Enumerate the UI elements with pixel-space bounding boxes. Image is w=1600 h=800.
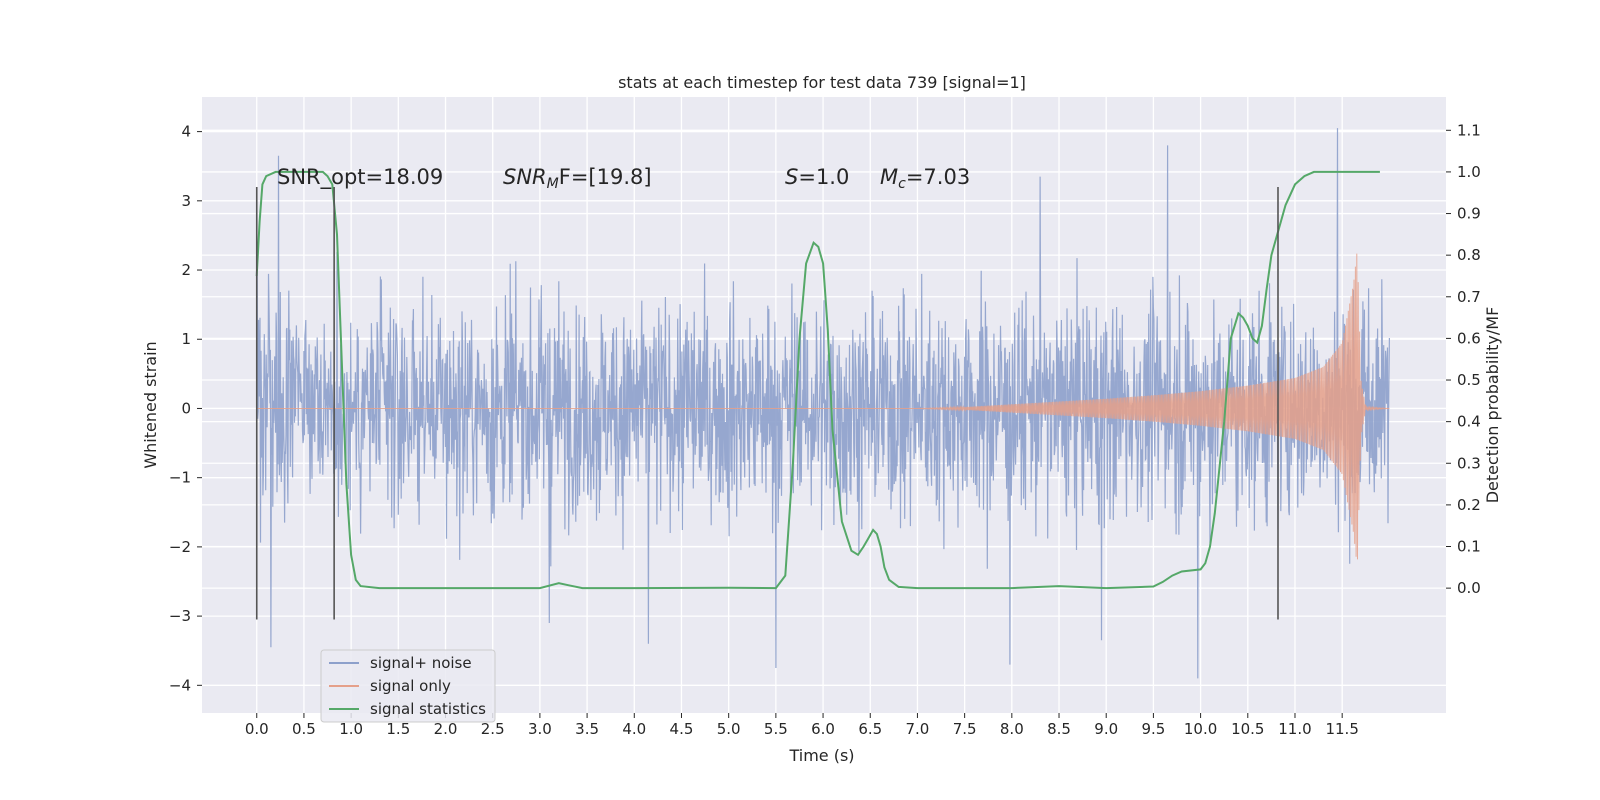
right-y-tick-label: 1.1 xyxy=(1457,121,1481,139)
y-tick-label: 4 xyxy=(181,123,191,141)
y-tick-label: −2 xyxy=(169,538,191,556)
signal-statistics-series xyxy=(255,170,1380,590)
x-tick-label: 2.0 xyxy=(434,720,458,738)
x-tick-label: 1.0 xyxy=(339,720,363,738)
x-tick-label: 0.0 xyxy=(245,720,269,738)
legend-label-signal: signal only xyxy=(370,677,451,695)
vertical-markers xyxy=(255,186,1279,620)
right-y-tick-label: 0.9 xyxy=(1457,205,1481,223)
right-y-tick-label: 0.2 xyxy=(1457,496,1481,514)
annotation-s-italic: S xyxy=(785,165,798,189)
y-tick-label: 0 xyxy=(181,399,191,417)
x-tick-label: 4.0 xyxy=(622,720,646,738)
y-tick-label: −1 xyxy=(169,469,191,487)
legend-label-statistics: signal statistics xyxy=(370,700,486,718)
x-tick-label: 6.0 xyxy=(811,720,835,738)
y-tick-label: −4 xyxy=(169,676,191,694)
y-tick-label: 3 xyxy=(181,192,191,210)
annotation-snr-mf: SNRMF=[19.8] xyxy=(503,165,652,192)
right-y-tick-label: 0.5 xyxy=(1457,371,1481,389)
legend-box xyxy=(320,649,496,723)
right-y-tick-label: 0.0 xyxy=(1457,579,1481,597)
x-tick-label: 8.5 xyxy=(1047,720,1071,738)
x-tick-label: 9.0 xyxy=(1094,720,1118,738)
right-y-axis-ticks: 0.0 0.1 0.2 0.3 0.4 0.5 0.6 0.7 0.8 0.9 1.0 1.1 xyxy=(1446,121,1481,597)
x-tick-label: 5.0 xyxy=(717,720,741,738)
x-axis-label: Time (s) xyxy=(788,746,854,765)
right-y-tick-label: 0.7 xyxy=(1457,288,1481,306)
x-tick-label: 3.5 xyxy=(575,720,599,738)
x-tick-label: 11.0 xyxy=(1278,720,1311,738)
right-y-tick-label: 0.3 xyxy=(1457,454,1481,472)
annotation-mc: Mc=7.03 xyxy=(880,165,970,192)
annotation-mc-value: =7.03 xyxy=(906,165,970,189)
legend: signal+ noise signal only signal statist… xyxy=(320,649,496,723)
x-tick-label: 10.0 xyxy=(1184,720,1217,738)
annotation-snr-mf-rest: F=[19.8] xyxy=(559,165,652,189)
x-tick-label: 8.0 xyxy=(1000,720,1024,738)
annotation-snr-opt: SNR_opt=18.09 xyxy=(277,165,443,190)
annotations: SNR_opt=18.09 SNRMF=[19.8] S=1.0 Mc=7.03 xyxy=(277,165,970,192)
noise-series xyxy=(256,128,1390,679)
x-tick-label: 9.5 xyxy=(1141,720,1165,738)
y-axis-ticks: −4 −3 −2 −1 0 1 2 3 4 xyxy=(169,123,202,694)
legend-label-noise: signal+ noise xyxy=(370,654,472,672)
right-y-tick-label: 0.6 xyxy=(1457,329,1481,347)
annotation-mc-italic: M xyxy=(880,165,898,189)
x-tick-label: 7.5 xyxy=(953,720,977,738)
annotation-mc-sub: c xyxy=(898,176,906,192)
annotation-s: S=1.0 xyxy=(785,165,849,189)
x-tick-label: 1.5 xyxy=(386,720,410,738)
right-y-tick-label: 0.1 xyxy=(1457,538,1481,556)
x-tick-label: 0.5 xyxy=(292,720,316,738)
right-y-tick-label: 0.8 xyxy=(1457,246,1481,264)
right-y-tick-label: 0.4 xyxy=(1457,413,1481,431)
annotation-snr-mf-sub: M xyxy=(547,176,559,192)
signal-only-series xyxy=(256,253,1390,560)
x-tick-label: 3.0 xyxy=(528,720,552,738)
x-tick-label: 11.5 xyxy=(1325,720,1358,738)
right-y-axis-label: Detection probability/MF xyxy=(1483,307,1502,504)
signal-only-trace xyxy=(256,253,1390,560)
annotation-s-value: =1.0 xyxy=(798,165,849,189)
annotation-snr-mf-base: SNR xyxy=(503,165,547,189)
x-tick-label: 4.5 xyxy=(670,720,694,738)
x-tick-label: 5.5 xyxy=(764,720,788,738)
y-tick-label: 1 xyxy=(181,330,191,348)
x-axis-ticks: 0.0 0.5 1.0 1.5 2.0 2.5 3.0 3.5 4.0 4.5 5.0 5.5 6.0 6… xyxy=(245,713,1359,738)
x-tick-label: 7.0 xyxy=(906,720,930,738)
y-tick-label: 2 xyxy=(181,261,191,279)
x-tick-label: 10.5 xyxy=(1231,720,1264,738)
chart-title: stats at each timestep for test data 739… xyxy=(618,73,1026,92)
x-tick-label: 6.5 xyxy=(858,720,882,738)
y-axis-label: Whitened strain xyxy=(141,341,160,468)
noise-trace xyxy=(256,128,1390,679)
signal-statistics-line xyxy=(255,170,1380,590)
y-tick-label: −3 xyxy=(169,607,191,625)
right-y-tick-label: 1.0 xyxy=(1457,163,1481,181)
x-tick-label: 2.5 xyxy=(481,720,505,738)
